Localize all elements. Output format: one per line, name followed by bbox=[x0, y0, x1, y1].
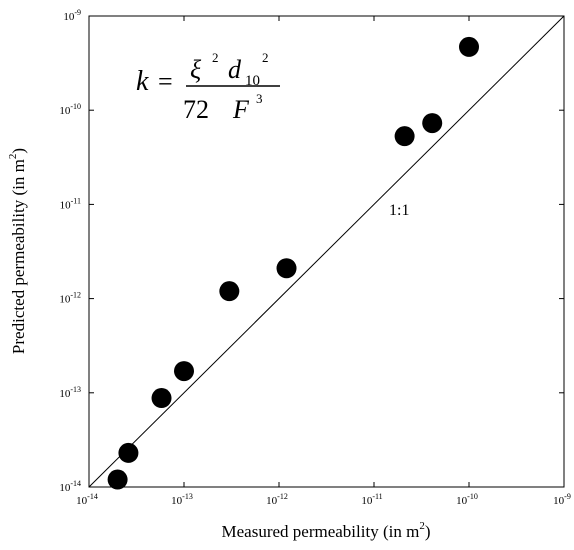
y-tick-label: 10-12 bbox=[59, 291, 81, 306]
formula-den-const: 72 bbox=[183, 95, 209, 124]
formula-d-sub: 10 bbox=[245, 73, 260, 89]
data-point bbox=[151, 388, 172, 409]
formula-lhs: k bbox=[136, 66, 149, 97]
x-tick-label-base: 10 bbox=[171, 495, 183, 507]
formula-equals: = bbox=[158, 67, 173, 96]
formula-d-exp: 2 bbox=[262, 50, 269, 65]
x-axis-ticks: 10-14 10-13 10-12 10-11 10-10 10-9 bbox=[76, 16, 571, 507]
y-axis-title-end: ) bbox=[9, 148, 28, 154]
data-point bbox=[174, 361, 194, 382]
formula: k = ξ 2 d 10 2 72 F 3 bbox=[136, 50, 280, 124]
y-tick-label-base: 10 bbox=[63, 11, 75, 23]
y-tick-label-base: 10 bbox=[59, 482, 71, 494]
x-tick-label-base: 10 bbox=[456, 495, 468, 507]
data-point bbox=[459, 36, 479, 57]
x-tick-label-exp: -9 bbox=[564, 492, 571, 501]
y-tick-label-exp: -9 bbox=[74, 8, 81, 17]
x-tick-label: 10-9 bbox=[553, 492, 571, 507]
y-tick-label-exp: -13 bbox=[70, 385, 81, 394]
x-tick-label-base: 10 bbox=[361, 495, 373, 507]
x-tick-label: 10-12 bbox=[266, 492, 288, 507]
x-axis-title: Measured permeability (in m2) bbox=[222, 520, 431, 541]
data-point bbox=[422, 113, 443, 134]
x-axis-title-main: Measured permeability (in m bbox=[222, 522, 420, 541]
x-tick-label-base: 10 bbox=[266, 495, 278, 507]
y-tick-label-exp: -14 bbox=[70, 479, 81, 488]
x-tick-label-exp: -10 bbox=[467, 492, 478, 501]
x-axis-title-sup: 2 bbox=[419, 520, 425, 532]
data-point bbox=[394, 126, 415, 147]
one-to-one-label: 1:1 bbox=[389, 202, 409, 219]
data-point bbox=[276, 258, 297, 279]
y-tick-label-exp: -11 bbox=[71, 196, 81, 205]
y-tick-label: 10-11 bbox=[60, 196, 81, 211]
formula-xi: ξ bbox=[190, 55, 202, 84]
x-tick-label: 10-13 bbox=[171, 492, 193, 507]
y-axis-title-main: Predicted permeability (in m bbox=[9, 159, 28, 354]
formula-d: d bbox=[228, 55, 242, 84]
x-tick-label: 10-14 bbox=[76, 492, 98, 507]
data-point bbox=[107, 469, 128, 490]
x-tick-label-exp: -14 bbox=[87, 492, 98, 501]
x-axis-title-end: ) bbox=[425, 522, 431, 541]
x-tick-label-exp: -12 bbox=[277, 492, 288, 501]
x-tick-label-base: 10 bbox=[76, 495, 88, 507]
y-tick-label-base: 10 bbox=[59, 294, 71, 306]
one-to-one-line bbox=[88, 15, 565, 488]
y-tick-label-exp: -12 bbox=[70, 291, 81, 300]
y-axis-title-sup: 2 bbox=[7, 154, 19, 160]
y-tick-label-base: 10 bbox=[59, 105, 71, 117]
y-axis-title: Predicted permeability (in m2) bbox=[7, 148, 28, 354]
y-tick-label: 10-14 bbox=[59, 479, 81, 494]
formula-f-exp: 3 bbox=[256, 91, 263, 106]
y-tick-label: 10-10 bbox=[59, 102, 81, 117]
x-tick-label-base: 10 bbox=[553, 495, 565, 507]
data-point bbox=[219, 281, 240, 302]
plot-frame bbox=[88, 15, 565, 488]
formula-xi-exp: 2 bbox=[212, 50, 219, 65]
x-tick-label: 10-11 bbox=[361, 492, 382, 507]
x-tick-label: 10-10 bbox=[456, 492, 478, 507]
x-tick-label-exp: -11 bbox=[372, 492, 382, 501]
y-tick-label-base: 10 bbox=[60, 199, 72, 211]
y-tick-label-base: 10 bbox=[59, 388, 71, 400]
x-tick-label-exp: -13 bbox=[182, 492, 193, 501]
data-point bbox=[118, 442, 139, 463]
formula-f: F bbox=[232, 95, 250, 124]
y-tick-label: 10-9 bbox=[63, 8, 81, 23]
y-tick-label: 10-13 bbox=[59, 385, 81, 400]
y-tick-label-exp: -10 bbox=[70, 102, 81, 111]
data-points bbox=[107, 36, 479, 490]
